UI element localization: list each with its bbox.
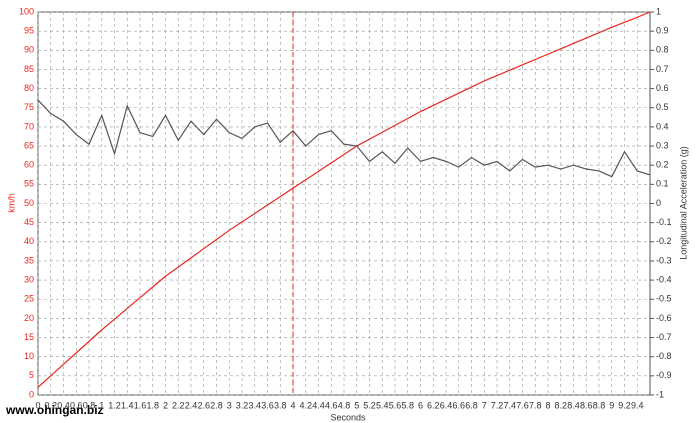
x-tick-label: 3.2 xyxy=(236,400,249,410)
x-tick-label: 5.6 xyxy=(389,400,402,410)
y-tick-label: 90 xyxy=(24,45,34,55)
y-tick-label: 35 xyxy=(24,255,34,265)
x-tick-label: 1.6 xyxy=(134,400,147,410)
y2-tick-label: -0.6 xyxy=(656,313,672,323)
y2-tick-label: -0.9 xyxy=(656,370,672,380)
x-tick-label: 0.8 xyxy=(83,400,96,410)
y2-tick-label: -0.7 xyxy=(656,332,672,342)
data-line xyxy=(37,99,651,178)
x-tick-label: 2.8 xyxy=(210,400,223,410)
x-tick-label: 4.8 xyxy=(338,400,351,410)
x-tick-label: 2 xyxy=(163,400,168,410)
x-axis-label: Seconds xyxy=(330,412,366,422)
y-tick-label: 45 xyxy=(24,217,34,227)
x-tick-label: 5 xyxy=(354,400,359,410)
x-tick-label: 3.4 xyxy=(248,400,261,410)
y2-tick-label: 0.3 xyxy=(656,140,669,150)
x-tick-label: 9.2 xyxy=(618,400,631,410)
y2-tick-label: -0.5 xyxy=(656,294,672,304)
x-tick-label: 5.8 xyxy=(401,400,414,410)
x-tick-label: 9.4 xyxy=(631,400,644,410)
y2-tick-label: 0.9 xyxy=(656,26,669,36)
x-tick-label: 0.6 xyxy=(70,400,83,410)
x-tick-label: 4 xyxy=(290,400,295,410)
y-tick-label: 65 xyxy=(24,140,34,150)
x-tick-label: 8.4 xyxy=(567,400,580,410)
x-tick-label: 6.6 xyxy=(452,400,465,410)
y-tick-label: 60 xyxy=(24,160,34,170)
y2-tick-label: -0.3 xyxy=(656,255,672,265)
y-tick-label: 40 xyxy=(24,236,34,246)
y-tick-label: 10 xyxy=(24,351,34,361)
y2-tick-label: 0.5 xyxy=(656,102,669,112)
y2-tick-label: 0.6 xyxy=(656,83,669,93)
y-tick-label: 95 xyxy=(24,26,34,36)
x-tick-label: 8.8 xyxy=(593,400,606,410)
y-tick-label: 30 xyxy=(24,274,34,284)
y-tick-label: 100 xyxy=(19,6,34,16)
y-tick-label: 25 xyxy=(24,294,34,304)
x-tick-label: 1.4 xyxy=(121,400,134,410)
y2-tick-label: -0.2 xyxy=(656,236,672,246)
y2-tick-label: 0.8 xyxy=(656,45,669,55)
x-tick-label: 6.4 xyxy=(440,400,453,410)
y2-tick-label: 0.1 xyxy=(656,179,669,189)
x-tick-label: 1.8 xyxy=(146,400,159,410)
x-tick-label: 7.6 xyxy=(516,400,529,410)
x-tick-label: 2.2 xyxy=(172,400,185,410)
y-tick-label: 75 xyxy=(24,102,34,112)
y2-tick-label: 0.4 xyxy=(656,121,669,131)
x-tick-label: 0.2 xyxy=(44,400,57,410)
y-tick-label: 80 xyxy=(24,83,34,93)
x-tick-label: 3.8 xyxy=(274,400,287,410)
x-tick-label: 7.4 xyxy=(503,400,516,410)
x-tick-label: 4.2 xyxy=(299,400,312,410)
y-tick-label: 50 xyxy=(24,198,34,208)
x-tick-label: 3.6 xyxy=(261,400,274,410)
y-tick-label: 70 xyxy=(24,121,34,131)
y-tick-label: 20 xyxy=(24,313,34,323)
x-tick-label: 0.4 xyxy=(57,400,70,410)
x-tick-label: 3 xyxy=(227,400,232,410)
y2-tick-label: -0.4 xyxy=(656,274,672,284)
y-tick-label: 55 xyxy=(24,179,34,189)
y2-axis-label: Longitudinal Acceleration (g) xyxy=(678,146,688,260)
x-tick-label: 7 xyxy=(482,400,487,410)
x-tick-label: 7.8 xyxy=(529,400,542,410)
y2-tick-label: -0.8 xyxy=(656,351,672,361)
x-tick-label: 1.2 xyxy=(108,400,121,410)
x-tick-label: 5.2 xyxy=(363,400,376,410)
y-tick-label: 0 xyxy=(29,389,34,399)
y2-tick-label: 0 xyxy=(656,198,661,208)
x-tick-label: 0 xyxy=(35,400,40,410)
x-tick-label: 6.8 xyxy=(465,400,478,410)
x-tick-label: 2.4 xyxy=(185,400,198,410)
x-tick-label: 6 xyxy=(418,400,423,410)
y2-tick-label: 0.7 xyxy=(656,64,669,74)
x-tick-label: 9 xyxy=(609,400,614,410)
watermark: www.ohingan.biz xyxy=(5,403,104,417)
y-tick-label: 5 xyxy=(29,370,34,380)
y-tick-label: 85 xyxy=(24,64,34,74)
x-tick-label: 6.2 xyxy=(427,400,440,410)
x-tick-label: 8 xyxy=(545,400,550,410)
data-line xyxy=(37,11,651,388)
x-tick-label: 7.2 xyxy=(491,400,504,410)
y-axis-label: km/h xyxy=(6,193,16,213)
y2-tick-label: 0.2 xyxy=(656,160,669,170)
x-tick-label: 1 xyxy=(99,400,104,410)
y2-tick-label: 1 xyxy=(656,6,661,16)
x-tick-label: 5.4 xyxy=(376,400,389,410)
x-tick-label: 8.6 xyxy=(580,400,593,410)
y-tick-label: 15 xyxy=(24,332,34,342)
x-tick-label: 2.6 xyxy=(197,400,210,410)
x-tick-label: 4.6 xyxy=(325,400,338,410)
x-tick-label: 4.4 xyxy=(312,400,325,410)
y2-tick-label: -1 xyxy=(656,389,664,399)
y2-tick-label: -0.1 xyxy=(656,217,672,227)
x-tick-label: 8.2 xyxy=(554,400,567,410)
